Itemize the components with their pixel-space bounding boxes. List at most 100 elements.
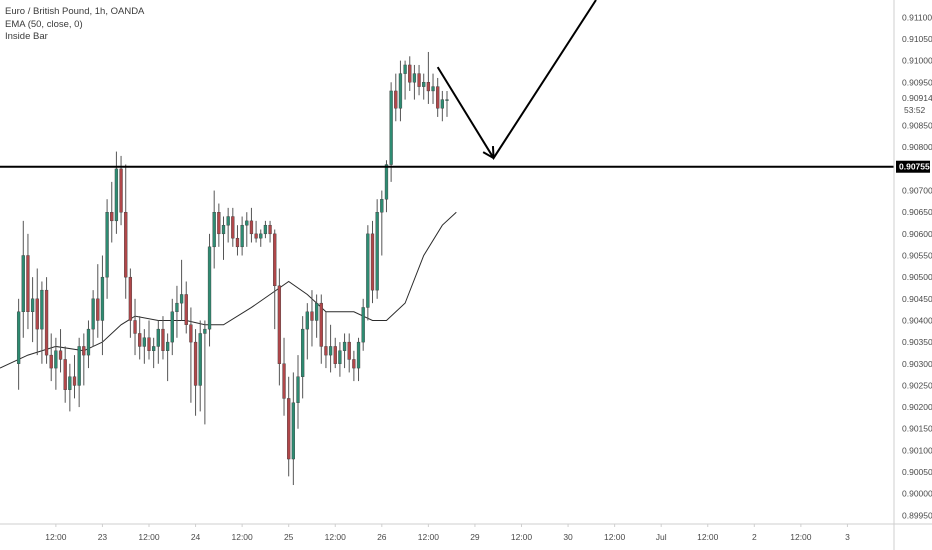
candle (310, 290, 314, 347)
candle-body (16, 311, 21, 364)
inside-bar-indicator-label[interactable]: Inside Bar (5, 31, 48, 42)
candle (245, 212, 249, 247)
candle-body (68, 376, 72, 390)
candle (138, 316, 142, 360)
candle (436, 77, 440, 117)
candle-body (245, 220, 249, 226)
level-tag-text: 0.90755 (899, 162, 930, 172)
candle (324, 311, 328, 369)
candle (26, 233, 30, 330)
candle-body (86, 328, 91, 356)
candle-body (305, 311, 309, 330)
candle (147, 320, 151, 360)
candle (347, 333, 351, 373)
candle-body (277, 285, 282, 364)
candle-body (319, 302, 323, 347)
candle-body (254, 233, 258, 239)
candle-body (63, 359, 67, 390)
x-tick-label: 12:00 (697, 532, 719, 542)
candle-body (179, 294, 184, 304)
y-tick-label: 0.90000 (902, 489, 932, 499)
candle (110, 181, 114, 243)
x-tick-label: 12:00 (138, 532, 160, 542)
candle-body (100, 276, 105, 321)
candle (40, 281, 44, 364)
candle-body (296, 376, 300, 403)
candle (207, 233, 212, 347)
candle-body (49, 354, 53, 369)
candle (314, 294, 319, 338)
candle (254, 220, 258, 243)
ema-layer (0, 211, 457, 369)
projection-arrowhead (482, 151, 495, 159)
candle (305, 303, 309, 360)
candle-body (203, 328, 207, 334)
candle (30, 277, 35, 343)
y-tick-label: 0.90100 (902, 445, 932, 455)
candle-body (91, 298, 95, 330)
candle-body (175, 302, 179, 313)
candle (352, 350, 356, 382)
candle (49, 333, 53, 382)
candle (356, 337, 361, 382)
level-price-tag: 0.90755 (896, 160, 930, 173)
y-tick-label: 0.90600 (902, 229, 932, 239)
candle (277, 268, 282, 386)
candle-body (301, 328, 305, 377)
candle-body (54, 350, 58, 369)
candle-body (394, 90, 398, 109)
candle (86, 320, 91, 369)
candle (161, 316, 165, 360)
candle (82, 333, 86, 386)
y-tick-label: 0.90500 (902, 272, 932, 282)
candle (282, 337, 286, 416)
y-tick-label: 0.90200 (902, 402, 932, 412)
candle-body (147, 337, 151, 351)
candle-body (193, 341, 198, 386)
candle (235, 225, 240, 256)
candle (328, 324, 333, 373)
candle-body (314, 302, 319, 321)
candle-body (217, 211, 221, 235)
candle-body (138, 333, 142, 347)
candle (301, 316, 305, 399)
y-tick-label: 0.91050 (902, 34, 932, 44)
candle-body (235, 237, 240, 248)
candle (91, 290, 95, 347)
candle (333, 337, 337, 369)
candle-body (35, 298, 39, 330)
candle (72, 355, 77, 399)
candle (403, 60, 407, 100)
candle (426, 51, 431, 104)
candle (212, 190, 216, 269)
candle-body (44, 289, 49, 356)
candle-body (352, 359, 356, 369)
x-tick-label: 12:00 (231, 532, 253, 542)
candle-body (287, 398, 291, 460)
candle (203, 320, 207, 425)
candle (263, 220, 268, 239)
symbol-title[interactable]: Euro / British Pound, 1h, OANDA (5, 6, 145, 17)
candle (259, 229, 263, 247)
x-tick-label: 26 (377, 532, 387, 542)
candle-body (417, 73, 421, 87)
candle-body (380, 199, 384, 213)
y-tick-label: 0.90700 (902, 186, 932, 196)
candle-body (324, 346, 328, 356)
candle (175, 285, 179, 338)
candle-body (412, 73, 417, 83)
y-tick-label: 0.90550 (902, 251, 932, 261)
candle-body (282, 363, 286, 399)
candle-body (440, 99, 444, 109)
y-tick-label: 0.90450 (902, 294, 932, 304)
y-tick-label: 0.91100 (902, 12, 932, 22)
x-tick-label: 29 (470, 532, 480, 542)
candle (380, 190, 384, 256)
candle-body (40, 289, 44, 330)
ema-indicator-label[interactable]: EMA (50, close, 0) (5, 18, 83, 30)
candle (384, 160, 389, 213)
candle-body (96, 298, 100, 321)
candle-body (184, 294, 188, 325)
